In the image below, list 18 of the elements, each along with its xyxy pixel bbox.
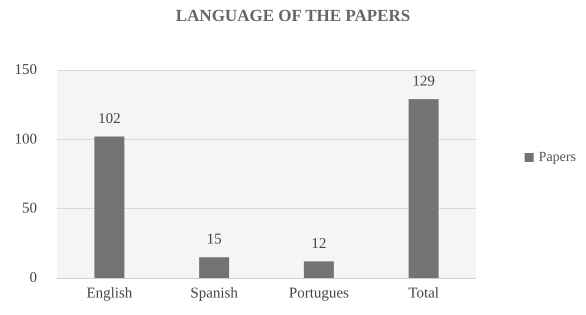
x-tick-label: Spanish: [190, 286, 238, 302]
bar: [199, 257, 230, 278]
data-label: 15: [206, 232, 222, 248]
y-tick-label: 0: [30, 270, 37, 286]
x-tick-label: Total: [408, 286, 439, 302]
bar: [304, 261, 334, 278]
y-tick-label: 100: [14, 131, 37, 148]
chart-title: LANGUAGE OF THE PAPERS: [176, 6, 410, 25]
bar: [94, 136, 124, 278]
y-tick-label: 150: [14, 62, 37, 78]
x-tick-label: Portugues: [288, 286, 350, 302]
legend-label: Papers: [538, 150, 576, 165]
y-tick-label: 50: [22, 200, 37, 217]
x-tick-label: English: [86, 286, 133, 302]
data-label: 12: [311, 236, 326, 252]
bar: [408, 99, 439, 278]
data-label: 129: [412, 74, 435, 90]
data-label: 102: [98, 111, 121, 128]
